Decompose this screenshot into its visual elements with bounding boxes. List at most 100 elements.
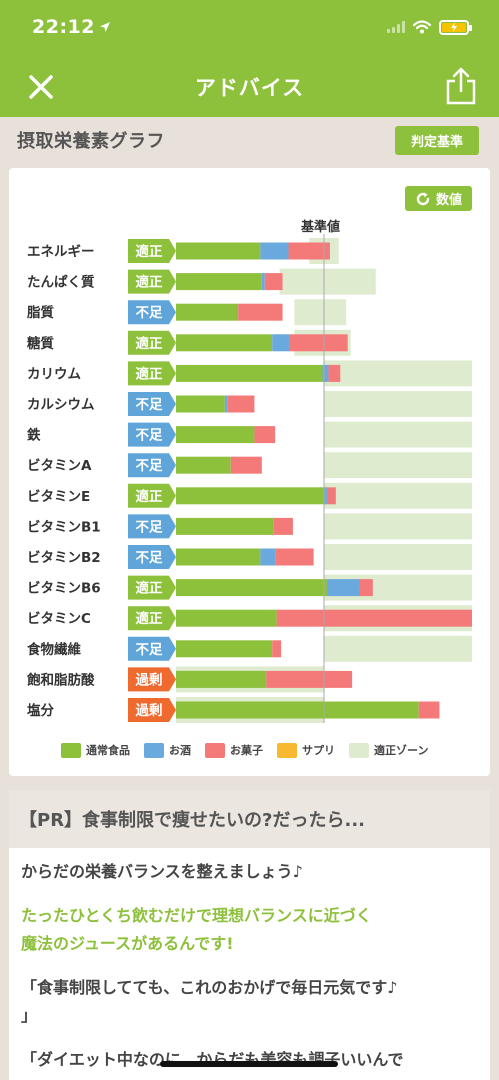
legend-item: 通常食品 — [61, 742, 130, 758]
bar-segment — [176, 487, 324, 505]
nutrient-label: 飽和脂肪酸 — [26, 671, 95, 688]
judgement-badge — [128, 606, 176, 631]
pr-line-2a: たったひとくち飲むだけで理想バランスに近づく — [21, 906, 372, 925]
judgement-badge — [128, 667, 176, 692]
bar-segment — [227, 395, 255, 413]
bar-segment — [176, 640, 273, 658]
show-values-label: 数値 — [435, 193, 462, 208]
nutrient-label: ビタミンE — [27, 489, 90, 505]
judgement-badge — [128, 269, 176, 294]
bar-segment — [230, 456, 262, 474]
close-icon[interactable] — [26, 72, 56, 102]
judgement-badge — [128, 422, 176, 447]
bar-segment — [176, 273, 262, 291]
nutrient-label: カリウム — [27, 366, 81, 382]
nutrient-label: 脂質 — [26, 304, 54, 321]
pr-line-3b: 」 — [21, 1006, 38, 1025]
bar-segment — [176, 579, 327, 597]
status-bar: 22:12 — [32, 14, 472, 40]
status-time-group: 22:12 — [32, 16, 111, 38]
judgement-badge — [128, 514, 176, 539]
judgement-label: 適正 — [136, 610, 163, 627]
bar-segment — [176, 609, 277, 627]
show-values-button[interactable]: 数値 — [404, 186, 472, 211]
optimal-zone — [324, 544, 472, 570]
judgement-criteria-button[interactable]: 判定基準 — [394, 125, 479, 155]
cellular-signal-icon — [387, 21, 405, 33]
section-header: 摂取栄養素グラフ 判定基準 — [0, 117, 499, 163]
nutrient-label: ビタミンC — [27, 611, 91, 627]
pr-line-2b: 魔法のジュースがあるんです! — [21, 934, 234, 953]
judgement-label: 過剰 — [135, 702, 163, 719]
judgement-label: 不足 — [136, 428, 163, 444]
optimal-zone — [324, 452, 472, 479]
battery-icon — [439, 19, 472, 35]
judgement-badge — [128, 453, 176, 478]
legend-item: 適正ゾーン — [349, 742, 428, 758]
status-time: 22:12 — [32, 16, 95, 38]
judgement-label: 不足 — [136, 519, 163, 535]
section-title: 摂取栄養素グラフ — [17, 131, 165, 152]
nutrient-label: エネルギー — [27, 244, 95, 260]
bar-segment — [272, 640, 282, 658]
bar-segment — [176, 426, 255, 444]
bar-segment — [288, 242, 330, 260]
optimal-zone — [324, 635, 472, 662]
optimal-zone — [324, 391, 472, 417]
optimal-zone — [324, 421, 472, 448]
pr-body: からだの栄養バランスを整えましょう♪ たったひとくち飲むだけで理想バランスに近づ… — [9, 848, 490, 1080]
bar-segment — [176, 670, 267, 688]
nutrient-label: ビタミンB1 — [27, 519, 101, 535]
bar-segment — [273, 517, 293, 535]
judgement-badge — [128, 361, 176, 386]
judgement-badge — [128, 575, 176, 600]
legend-item: サプリ — [277, 742, 335, 758]
bar-segment — [272, 334, 290, 352]
legend-item: お菓子 — [205, 742, 263, 758]
bar-segment — [324, 487, 327, 505]
optimal-zone — [324, 360, 472, 387]
legend-label: サプリ — [302, 744, 335, 757]
judgement-label: 過剰 — [135, 671, 163, 688]
bar-segment — [176, 303, 239, 321]
bar-segment — [261, 273, 265, 291]
legend-swatch — [61, 742, 81, 758]
bar-segment — [289, 334, 348, 352]
bar-segment — [275, 548, 314, 566]
nutrient-label: 食物繊維 — [27, 641, 81, 658]
bar-segment — [176, 517, 274, 535]
nutrition-chart-card: エネルギー 適正 たんぱく質 適正 脂質 不足 糖質 適正 カリウム 適正 カルシウム 不足鉄不足 ビタ… — [9, 168, 490, 776]
judgement-label: 適正 — [136, 243, 163, 260]
wifi-icon — [413, 20, 431, 34]
bar-segment — [326, 579, 360, 597]
judgement-badge — [128, 483, 176, 508]
judgement-badge — [128, 239, 176, 263]
nutrient-label: 鉄 — [27, 427, 41, 444]
share-icon[interactable] — [443, 66, 479, 106]
legend-item: お酒 — [144, 742, 191, 758]
judgement-badge — [128, 698, 176, 722]
judgement-badge — [128, 330, 176, 355]
judgement-badge — [128, 300, 176, 325]
bar-segment — [264, 273, 283, 291]
judgement-label: 不足 — [136, 305, 163, 321]
nutrient-label: たんぱく質 — [27, 274, 95, 291]
optimal-zone — [294, 299, 347, 326]
home-indicator[interactable] — [160, 1061, 338, 1067]
pr-line-1: からだの栄養バランスを整えましょう♪ — [21, 862, 303, 881]
bar-segment — [176, 395, 225, 413]
legend-swatch — [205, 742, 225, 758]
bar-segment — [266, 670, 353, 688]
nutrient-label: ビタミンB6 — [27, 581, 101, 597]
optimal-zone — [324, 513, 472, 540]
status-indicators — [387, 19, 472, 35]
page-title: アドバイス — [194, 76, 305, 100]
pr-title[interactable]: 【PR】食事制限で痩せたいの?だったら... — [9, 790, 490, 848]
judgement-label: 適正 — [136, 335, 163, 352]
bar-segment — [260, 548, 276, 566]
bar-segment — [176, 334, 273, 352]
optimal-zone — [324, 482, 472, 509]
legend-label: お酒 — [169, 744, 191, 757]
reference-value-label: 基準値 — [301, 220, 341, 235]
